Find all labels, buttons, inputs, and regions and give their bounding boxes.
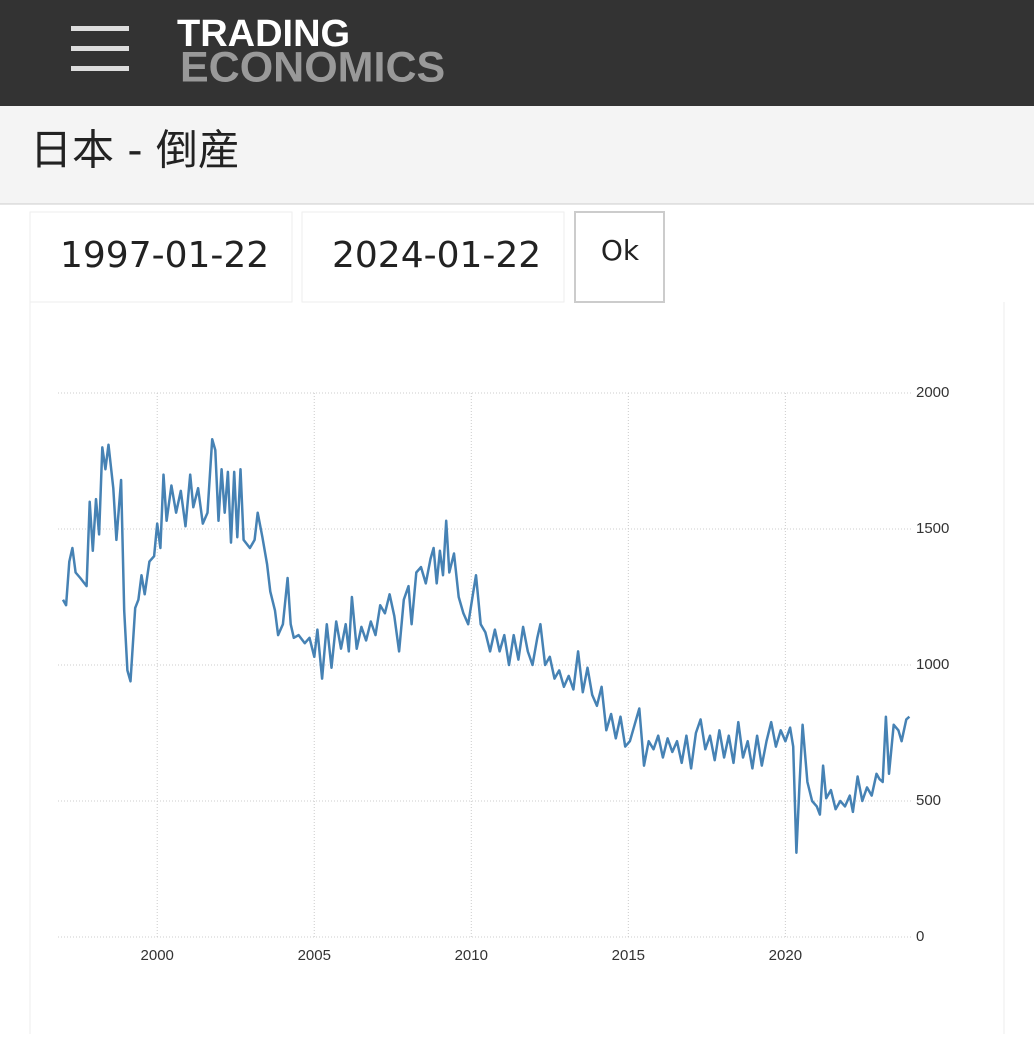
y-tick-label: 1500 [916,520,949,537]
ok-button[interactable] [574,211,665,303]
y-tick-label: 500 [916,792,941,809]
chart: 0 500 1000 1500 2000 2000 2005 2010 2015 2020 [58,384,949,964]
menu-line [71,46,129,51]
y-tick-label: 2000 [916,384,949,401]
menu-button[interactable] [71,26,129,71]
x-tick-label: 2000 [141,947,174,964]
end-date-input[interactable] [301,211,565,303]
menu-line [71,26,129,31]
menu-line [71,66,129,71]
top-bar [0,0,1034,106]
x-tick-label: 2015 [612,947,645,964]
title-band [0,106,1034,204]
start-date-input[interactable] [29,211,293,303]
logo-top[interactable]: TRADING [177,13,350,55]
start-date: 1997-01-22 [60,235,269,276]
y-tick-label: 0 [916,928,924,945]
end-date: 2024-01-22 [332,235,541,276]
logo-bottom[interactable]: ECONOMICS [180,43,445,91]
y-tick-label: 1000 [916,656,949,673]
data-line [61,437,911,854]
x-tick-label: 2020 [769,947,802,964]
ok-label: Ok [601,234,640,267]
page-title: 日本 - 倒産 [30,126,240,175]
x-tick-label: 2005 [298,947,331,964]
x-tick-label: 2010 [455,947,488,964]
